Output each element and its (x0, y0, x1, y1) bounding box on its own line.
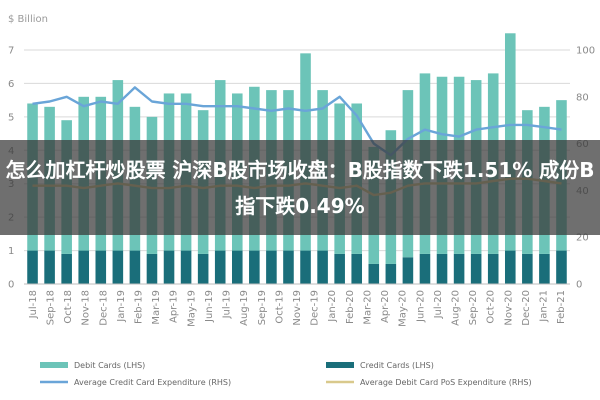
credit-bar (351, 253, 363, 284)
x-tick-label: May-20 (398, 290, 409, 327)
x-tick-label: Dec-20 (521, 290, 532, 326)
x-tick-label: Aug-19 (239, 290, 250, 326)
x-tick-label: Feb-21 (556, 290, 567, 324)
credit-bar (249, 250, 260, 284)
credit-bar (214, 250, 226, 284)
x-tick-label: Apr-20 (380, 290, 391, 323)
credit-bar (95, 250, 107, 284)
legend-label: Average Credit Card Expenditure (RHS) (74, 378, 231, 387)
x-tick-label: Jun-19 (204, 290, 215, 323)
credit-expenditure-line (32, 86, 562, 157)
credit-bar (436, 253, 448, 284)
x-tick-label: Jan-20 (327, 290, 338, 323)
x-tick-label: Jul-20 (433, 290, 444, 319)
x-tick-label: Dec-18 (98, 290, 109, 326)
y-tick-label: 7 (8, 46, 14, 57)
legend-label: Average Debit Card PoS Expenditure (RHS) (360, 378, 532, 387)
x-tick-label: Jul-18 (28, 290, 39, 319)
x-tick-label: Feb-20 (345, 290, 356, 324)
x-tick-label: Nov-19 (292, 290, 303, 326)
credit-bar (163, 250, 175, 284)
credit-bar (470, 253, 482, 284)
x-tick-label: Mar-19 (151, 290, 162, 325)
legend-swatch (40, 362, 68, 368)
credit-bar (283, 250, 294, 284)
credit-bar (487, 253, 499, 284)
x-tick-label: Dec-19 (310, 290, 321, 326)
credit-bar (180, 250, 192, 284)
x-tick-label: Oct-20 (486, 290, 497, 324)
y-tick-label: 6 (8, 79, 14, 90)
x-tick-label: Oct-19 (274, 290, 285, 324)
x-tick-label: Jul-19 (222, 290, 233, 319)
credit-bar (231, 250, 243, 284)
x-tick-label: May-19 (186, 290, 197, 327)
credit-bar (522, 253, 533, 284)
credit-bar (556, 250, 567, 284)
credit-bar (44, 250, 55, 284)
legend-label: Credit Cards (LHS) (360, 361, 434, 370)
x-tick-label: Nov-18 (81, 290, 92, 326)
x-tick-label: Apr-19 (169, 290, 180, 323)
credit-bar (368, 263, 380, 284)
y-axis-label: $ Billion (8, 14, 48, 25)
x-tick-label: Nov-20 (503, 290, 514, 326)
legend-swatch (326, 362, 354, 368)
credit-bar (61, 253, 72, 284)
y-tick-label: 0 (8, 280, 14, 291)
credit-bar (419, 253, 431, 284)
legend: Debit Cards (LHS) Credit Cards (LHS) Avera… (40, 361, 532, 387)
y2-tick-label: 20 (576, 233, 589, 244)
credit-bar (300, 250, 311, 284)
y2-tick-label: 80 (576, 92, 589, 103)
y-tick-label: 1 (8, 246, 14, 257)
headline-banner: 怎么加杠杆炒股票 沪深B股市场收盘：B股指数下跌1.51% 成份B指下跌0.49… (0, 140, 600, 235)
legend-label: Debit Cards (LHS) (74, 361, 145, 370)
credit-bar (504, 250, 516, 284)
x-tick-label: Mar-20 (362, 290, 373, 325)
x-tick-label: Aug-20 (451, 290, 462, 326)
y2-tick-label: 0 (576, 280, 582, 291)
credit-bar (385, 263, 397, 284)
y2-tick-label: 100 (576, 46, 595, 57)
credit-bar (27, 250, 38, 284)
x-tick-label: Oct-18 (63, 290, 74, 324)
y-tick-label: 5 (8, 112, 14, 123)
x-tick-label: Sep-20 (468, 290, 479, 325)
credit-bar (402, 257, 414, 284)
credit-bar (334, 253, 345, 284)
credit-bar (146, 253, 158, 284)
credit-bar (112, 250, 124, 284)
x-tick-label: Jan-21 (539, 290, 550, 323)
x-tick-label: Jan-19 (116, 290, 127, 323)
credit-bar (453, 253, 465, 284)
credit-bar (129, 250, 141, 284)
headline-text: 怎么加杠杆炒股票 沪深B股市场收盘：B股指数下跌1.51% 成份B指下跌0.49… (5, 157, 595, 218)
credit-bar (317, 250, 328, 284)
credit-bar (539, 253, 550, 284)
x-tick-label: Sep-18 (45, 290, 56, 325)
credit-bar (197, 253, 209, 284)
x-tick-label: Feb-19 (133, 290, 144, 324)
credit-bar (78, 250, 90, 284)
x-tick-label: Jun-20 (415, 290, 426, 323)
credit-bar (266, 250, 277, 284)
x-tick-label: Sep-19 (257, 290, 268, 325)
